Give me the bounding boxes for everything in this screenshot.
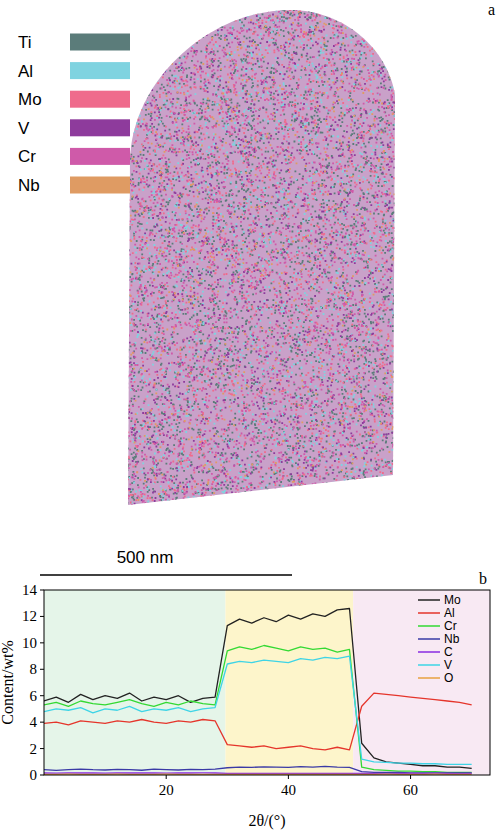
y-tick xyxy=(40,669,44,670)
legend-label: Cr xyxy=(444,619,457,633)
y-tick xyxy=(40,695,44,696)
legend-label: Al xyxy=(444,606,455,620)
atom-dots xyxy=(120,5,402,512)
series-line xyxy=(44,693,472,750)
legend-line xyxy=(418,625,440,627)
legend-label: Cr xyxy=(18,147,36,166)
legend-label: Ti xyxy=(18,33,32,52)
legend-label: O xyxy=(444,671,453,685)
series-line xyxy=(44,646,472,773)
y-tick-label: 8 xyxy=(30,661,38,677)
x-tick xyxy=(410,775,411,779)
y-tick-label: 10 xyxy=(22,635,37,651)
series-line xyxy=(44,656,472,764)
legend-line xyxy=(418,651,440,653)
series-line xyxy=(44,772,472,774)
legend-label: Nb xyxy=(444,632,460,646)
y-tick-label: 4 xyxy=(30,714,38,730)
legend-line xyxy=(418,664,440,666)
x-tick-label: 20 xyxy=(159,782,174,798)
x-tick-label: 60 xyxy=(403,782,418,798)
legend-line xyxy=(418,638,440,640)
atom-dots xyxy=(120,5,402,512)
legend-swatch xyxy=(70,148,130,165)
atom-dots xyxy=(120,5,402,512)
plot-frame xyxy=(44,590,490,775)
legend-swatch xyxy=(70,62,130,79)
legend-swatch xyxy=(70,34,130,51)
y-tick xyxy=(40,590,44,591)
y-tick xyxy=(40,642,44,643)
y-tick-label: 0 xyxy=(30,767,38,783)
legend: MoAlCrNbCVO xyxy=(418,593,461,685)
x-tick-label: 40 xyxy=(281,782,296,798)
panel-label: a xyxy=(488,1,495,18)
legend-label: Al xyxy=(18,62,33,81)
legend-swatch xyxy=(70,91,130,108)
legend-label: V xyxy=(18,119,30,138)
series-line xyxy=(44,609,472,769)
legend-label: Nb xyxy=(18,176,40,195)
x-axis-title: 2θ/(°) xyxy=(248,812,285,830)
y-tick xyxy=(40,775,44,776)
y-tick-label: 12 xyxy=(22,608,37,624)
figure: aTiAlMoVCrNb500 nm02468101214204060Conte… xyxy=(0,0,500,837)
legend-label: C xyxy=(444,645,453,659)
legend-label: V xyxy=(444,658,452,672)
y-tick xyxy=(40,722,44,723)
panel-a: a Ti Al Mo V Cr Nb 500 nm xyxy=(18,1,495,575)
scale-bar xyxy=(40,574,292,576)
x-tick xyxy=(166,775,167,779)
region-band xyxy=(44,590,225,775)
atom-cloud xyxy=(120,5,402,512)
y-tick-label: 2 xyxy=(30,741,38,757)
atom-dots xyxy=(120,5,402,512)
legend-line xyxy=(418,612,440,614)
x-tick xyxy=(288,775,289,779)
scale-bar-label: 500 nm xyxy=(117,548,174,567)
y-tick-label: 14 xyxy=(22,582,38,598)
atom-dots xyxy=(120,5,401,511)
legend-label: Mo xyxy=(18,90,42,109)
atom-dots xyxy=(121,5,401,511)
y-tick-label: 6 xyxy=(30,688,38,704)
legend-swatch xyxy=(70,119,130,136)
series-line xyxy=(44,766,472,773)
y-axis-title: Content/wt% xyxy=(0,640,16,724)
legend-swatch xyxy=(70,177,130,194)
legend-line xyxy=(418,599,440,601)
region-band xyxy=(353,590,490,775)
legend-label: Mo xyxy=(444,593,461,607)
plot-area xyxy=(44,590,490,775)
panel-label: b xyxy=(479,570,487,587)
y-tick xyxy=(40,616,44,617)
panel-b: 02468101214204060Content/wt%2θ/(°)bMoAlC… xyxy=(0,570,490,830)
legend-line xyxy=(418,677,440,679)
y-tick xyxy=(40,748,44,749)
